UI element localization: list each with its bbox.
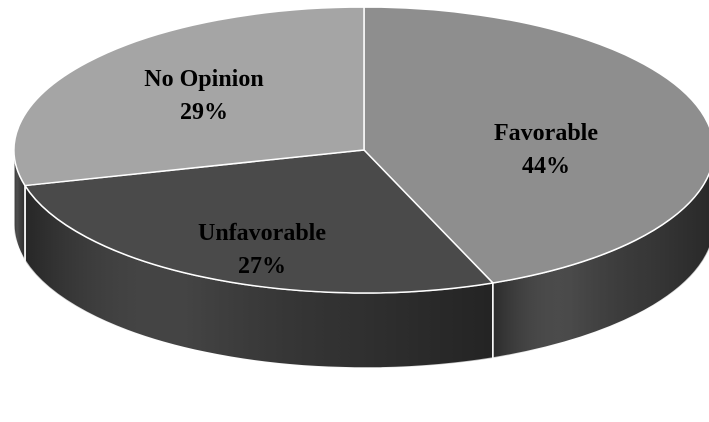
slice-percent-favorable: 44%: [522, 153, 570, 179]
pie-sides: [13, 149, 709, 369]
slice-percent-unfavorable: 27%: [238, 253, 286, 279]
pie-slice-favorable: [363, 6, 709, 284]
slice-label-favorable: Favorable: [494, 120, 598, 146]
pie-tops: [13, 6, 709, 294]
pie-slice-unfavorable: [24, 149, 494, 294]
pie-side-shade: [13, 150, 25, 261]
slice-percent-no-opinion: 29%: [180, 99, 228, 125]
pie-labels: Favorable 44% Unfavorable 27% No Opinion 29%: [144, 66, 598, 279]
pie-side-shade: [24, 185, 493, 368]
slice-label-unfavorable: Unfavorable: [198, 220, 326, 246]
slice-label-no-opinion: No Opinion: [144, 66, 263, 92]
pie-side-shade: [492, 173, 709, 358]
pie-slice-no-opinion: [13, 6, 365, 187]
